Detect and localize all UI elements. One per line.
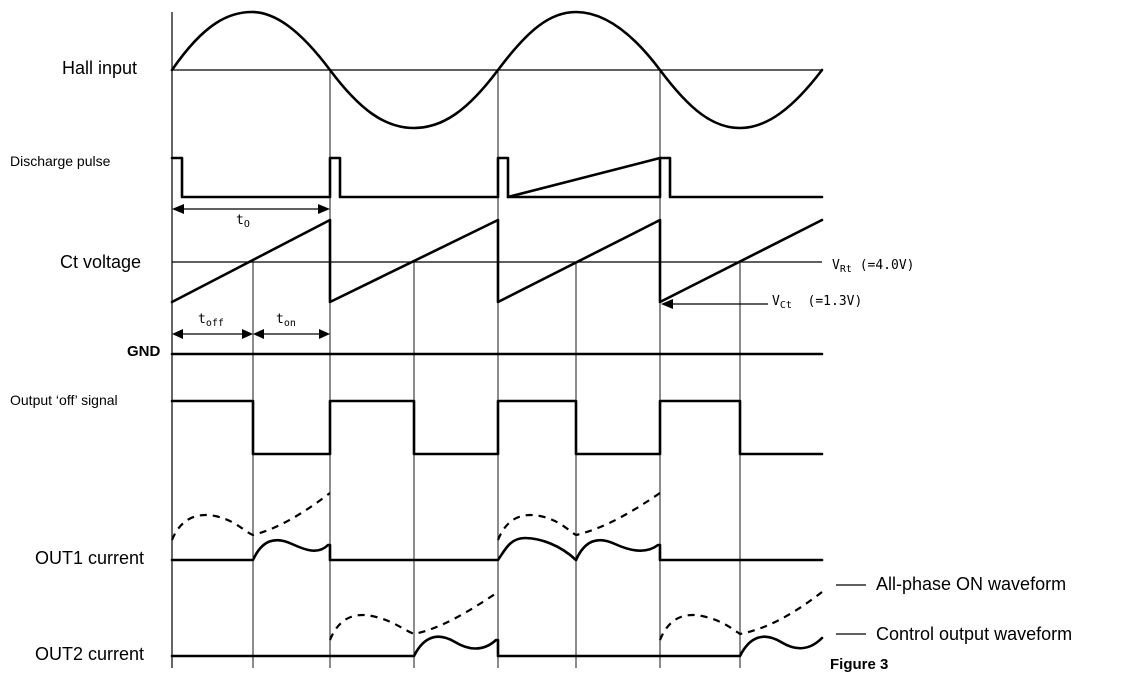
output-off-waveform: [170, 399, 824, 456]
legend-all-phase-on: All-phase ON waveform: [876, 574, 1067, 594]
discharge-pulse-waveform: [170, 156, 824, 199]
out1-current-label: OUT1 current: [35, 548, 145, 568]
hall-input-label: Hall input: [62, 58, 138, 78]
reference-lines: [252, 70, 741, 668]
ct-sawtooth: [170, 218, 824, 304]
output-off-signal-label: Output ‘off’ signal: [10, 392, 118, 408]
figure-caption: Figure 3: [830, 656, 889, 673]
out1-all-phase-on-2: [496, 492, 661, 541]
out2-current-label: OUT2 current: [35, 644, 145, 664]
t0-arrow: [172, 204, 330, 214]
toff-ton-arrows: [172, 329, 330, 339]
gnd-label: GND: [127, 343, 161, 360]
out1-control-output: [170, 536, 824, 562]
vct-pointer: [661, 299, 768, 309]
hall-sine: [170, 10, 824, 130]
ct-voltage-waveform: [170, 218, 824, 304]
vrt-annotation: VRt (=4.0V): [832, 258, 915, 275]
out1-current-waveform: [170, 492, 824, 562]
vct-annotation: VCt (=1.3V): [772, 294, 863, 311]
hall-input-waveform: [170, 10, 824, 130]
t0-annotation: tO: [236, 213, 250, 230]
toff-annotation: toff: [198, 312, 224, 329]
out2-control-output: [170, 635, 824, 658]
ton-annotation: ton: [276, 312, 296, 329]
ct-voltage-label: Ct voltage: [60, 252, 142, 272]
out2-all-phase-on: [328, 591, 499, 641]
out2-current-waveform: [170, 591, 824, 658]
discharge-pulse-label: Discharge pulse: [10, 153, 111, 169]
discharge-pulse-fix: [506, 156, 662, 199]
legend-control-output: Control output waveform: [876, 624, 1073, 644]
out1-all-phase-on: [170, 492, 331, 541]
out2-all-phase-on-2: [658, 591, 823, 641]
